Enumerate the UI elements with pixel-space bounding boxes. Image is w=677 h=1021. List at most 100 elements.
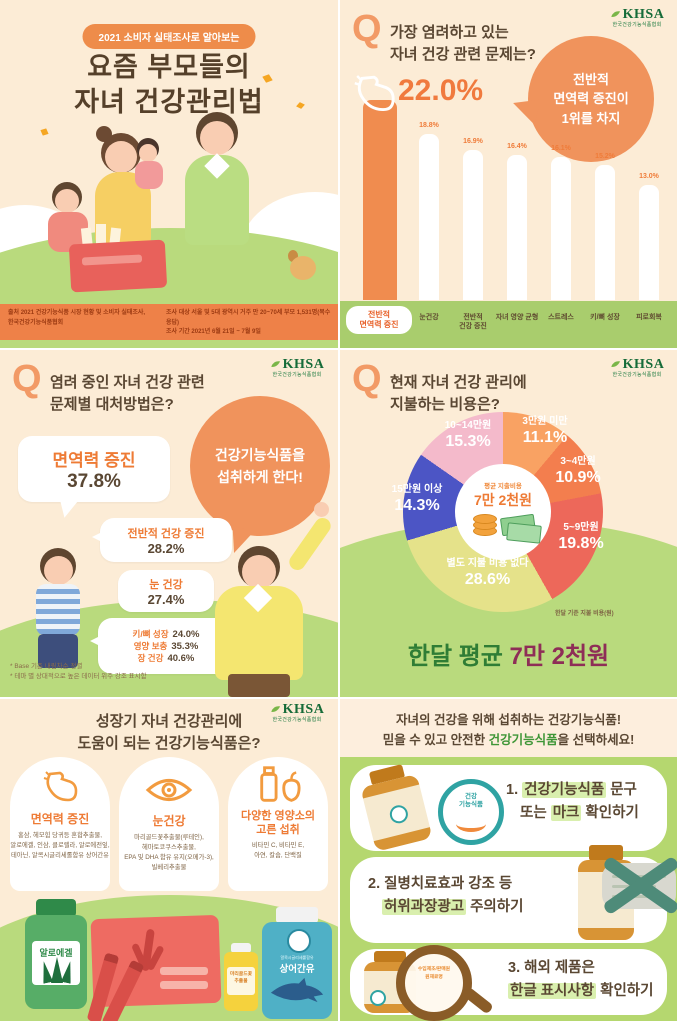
red-box xyxy=(68,239,168,293)
pie-label: 5~9만원 19.8% xyxy=(558,522,604,552)
pie-label: 별도 지불 비용 없다 28.6% xyxy=(446,558,529,588)
certification-mark-icon: 건강 기능식품 xyxy=(438,779,504,845)
bar-value: 16.4% xyxy=(507,143,527,150)
stat-bubble-immunity: 면역력 증진 37.8% xyxy=(18,436,170,502)
pie-note: 한달 기준 지불 비용(원) xyxy=(555,611,614,617)
khsa-logo: KHSA 한국건강기능식품협회 xyxy=(262,703,332,723)
question-title: 염려 중인 자녀 건강 관련 문제별 대처방법은? xyxy=(50,374,205,413)
khsa-logo-text: KHSA xyxy=(622,7,665,22)
pie-label: 3~4만원 10.9% xyxy=(555,456,601,486)
answer-bubble: 건강기능식품을 섭취하게 한다! xyxy=(190,396,330,536)
stat-bubble-overall: 전반적 건강 증진 28.2% xyxy=(100,518,232,562)
bar-value: 13.0% xyxy=(639,173,659,180)
rank-bubble: 전반적 면역력 증진이 1위를 차지 xyxy=(528,36,654,162)
card-immunity: 면역력 증진 홍삼, 헤모힘 당귀등 혼합추출물, 알로에겔, 인삼, 클로렐라… xyxy=(10,757,110,891)
tip-row-3: 수입제조/판매원 원재료명 3. 해외 제품은 한글 표시사항 확인하기 xyxy=(350,945,667,1021)
card-nutrition: 다양한 영양소의 고른 섭취 비타민 C, 비타민 E, 아연, 칼슘, 단백질 xyxy=(228,757,328,891)
tip2-text: 2. 질병치료효과 강조 등 허위과장광고 주의하기 xyxy=(368,876,524,916)
question-title: 가장 염려하고 있는 자녀 건강 관련 문제는? xyxy=(390,24,536,63)
leaf-icon xyxy=(270,361,280,367)
page-title: 요즘 부모들의 자녀 건강관리법 xyxy=(74,52,264,118)
source-footer: 출처 2021 건강기능식품 시장 현황 및 소비자 실태조사, 한국건강기능식… xyxy=(0,304,338,340)
leaf-icon xyxy=(610,11,620,17)
magnified-label: 수입제조/판매원 원재료명 xyxy=(417,967,451,981)
leaf-icon xyxy=(270,706,280,712)
category-label: 전반적 면역력 증진 xyxy=(346,306,412,334)
leaf-icon xyxy=(610,361,620,367)
section-title: 성장기 자녀 건강관리에 도움이 되는 건강기능식품은? xyxy=(77,713,261,752)
q-icon: Q xyxy=(352,358,382,400)
panel-supplements: 성장기 자녀 건강관리에 도움이 되는 건강기능식품은? KHSA 한국건강기능… xyxy=(0,699,338,1021)
top-bar-value: 22.0% xyxy=(398,74,484,107)
tips-header-line2: 믿을 수 있고 안전한 건강기능식품을 선택하세요! xyxy=(382,733,635,747)
tips-header: 자녀의 건강을 위해 섭취하는 건강기능식품! 믿을 수 있고 안전한 건강기능… xyxy=(340,699,677,757)
tip1-text: 1. 건강기능식품 문구 또는 마크 확인하기 xyxy=(506,782,639,822)
eye-icon xyxy=(145,779,193,801)
brand-badge xyxy=(370,990,386,1006)
panel-safety-tips: 자녀의 건강을 위해 섭취하는 건강기능식품! 믿을 수 있고 안전한 건강기능… xyxy=(340,699,677,1021)
khsa-logo: KHSA 한국건강기능식품협회 xyxy=(602,8,672,28)
panel-concerns-chart: Q 가장 염려하고 있는 자녀 건강 관련 문제는? KHSA 한국건강기능식품… xyxy=(340,0,677,348)
product-sublabel: 알콕시글리세롤함유 xyxy=(280,955,314,960)
source-text: 출처 2021 건강기능식품 시장 현황 및 소비자 실태조사, 한국건강기능식… xyxy=(8,310,146,326)
product-aloe-gel: 알로에겔 xyxy=(25,899,87,1011)
bar-immunity xyxy=(363,100,397,300)
survey-badge: 2021 소비자 실태조사로 알아보는 xyxy=(82,24,256,49)
shark-icon xyxy=(270,977,324,1003)
q-icon: Q xyxy=(12,358,42,400)
supplement-bottle-icon xyxy=(260,766,301,802)
product-label: 상어간유 xyxy=(279,964,315,975)
khsa-logo: KHSA 한국건강기능식품협회 xyxy=(262,358,332,378)
product-label: 알로에겔 xyxy=(39,948,73,958)
brand-badge xyxy=(387,803,410,826)
supplement-bottle xyxy=(357,761,433,853)
smile-arc xyxy=(456,816,486,832)
dog-figure xyxy=(288,250,298,262)
question-title: 현재 자녀 건강 관리에 지불하는 비용은? xyxy=(390,374,527,413)
tip-row-2: 2. 질병치료효과 강조 등 허위과장광고 주의하기 xyxy=(350,845,677,943)
panel-coping-methods: Q 염려 중인 자녀 건강 관련 문제별 대처방법은? KHSA 한국건강기능식… xyxy=(0,350,338,697)
category-label: 자녀 영양 균형 xyxy=(495,314,539,321)
pie-center-value: 7만 2천원 xyxy=(473,492,533,508)
bar-value: 15.2% xyxy=(595,153,615,160)
category-label: 키/뼈 성장 xyxy=(590,314,620,321)
pie-label: 10~14만원 15.3% xyxy=(444,420,492,450)
bar-value: 16.1% xyxy=(551,145,571,152)
product-shark-liver-oil: 알콕시글리세롤함유 상어간유 xyxy=(262,907,332,1019)
q-icon: Q xyxy=(352,8,382,50)
magnifier-icon: 수입제조/판매원 원재료명 xyxy=(396,945,472,1021)
khsa-logo-subtext: 한국건강기능식품협회 xyxy=(612,22,662,28)
bar xyxy=(639,185,659,300)
bar xyxy=(551,157,571,300)
muscle-icon xyxy=(43,771,78,802)
category-label: 스트레스 xyxy=(548,314,574,321)
card-eye-health: 눈건강 마리골드꽃추출물(루테인), 헤마토코쿠스추출물, EPA 및 DHA … xyxy=(119,757,219,891)
product-label: 마리골드꽃 추출물 xyxy=(229,972,253,985)
category-label: 전반적 건강 증진 xyxy=(459,314,487,331)
muscle-icon xyxy=(354,75,395,112)
boy-illustration xyxy=(0,350,120,697)
bar xyxy=(595,165,615,300)
pie-center: 평균 지출비용 7만 2천원 xyxy=(455,464,551,560)
tip3-text: 3. 해외 제품은 한글 표시사항 확인하기 xyxy=(508,960,654,1000)
product-red-ginseng-box xyxy=(86,909,224,1021)
brand-badge xyxy=(287,929,311,953)
pie-center-label: 평균 지출비용 xyxy=(484,483,522,490)
bar xyxy=(507,155,527,300)
stat-bubble-etc: 키/뼈 성장 24.0% 영양 보충 35.3% 장 건강 40.6% xyxy=(98,618,234,674)
category-strip: 전반적 면역력 증진 눈건강 전반적 건강 증진 자녀 영양 균형 스트레스 키… xyxy=(340,301,677,348)
bar xyxy=(463,150,483,300)
family-illustration xyxy=(0,0,338,304)
pie-label: 3만원 미만 11.1% xyxy=(522,416,568,446)
panel-cover: 2021 소비자 실태조사로 알아보는 요즘 부모들의 자녀 건강관리법 xyxy=(0,0,338,348)
pie-label: 15만원 이상 14.3% xyxy=(391,484,443,514)
survey-info-text: 조사 대상 서울 및 5대 광역시 거주 만 20~70세 부모 1,531명(… xyxy=(166,310,331,336)
tips-header-line1: 자녀의 건강을 위해 섭취하는 건강기능식품! xyxy=(395,713,622,727)
category-label: 눈건강 xyxy=(419,314,439,321)
bar-value: 16.9% xyxy=(463,138,483,145)
khsa-logo: KHSA 한국건강기능식품협회 xyxy=(602,358,672,378)
average-spending: 한달 평균 7만 2천원 xyxy=(407,643,610,670)
footnote: * Base 기준 내림차순 정렬 * 테마 별 상대적으로 높은 데이터 위주… xyxy=(10,663,147,681)
man-illustration xyxy=(200,470,338,697)
